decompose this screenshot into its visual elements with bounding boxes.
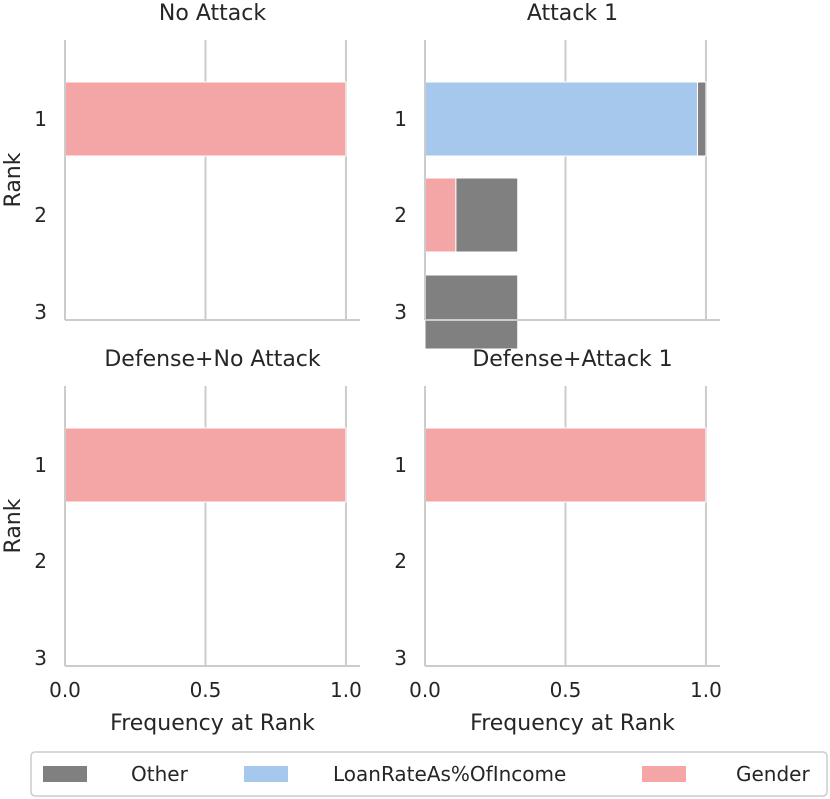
legend-swatch-loanrateas-ofincome (244, 766, 288, 782)
bar-rank-3-other (424, 274, 519, 350)
y-tick-label: 1 (394, 453, 407, 477)
panel-2: Attack 1 1 2 3 (394, 1, 720, 350)
legend-label: LoanRateAs%OfIncome (333, 762, 566, 786)
y-tick-label: 2 (394, 549, 407, 573)
y-tick-label: 3 (394, 300, 407, 324)
y-tick-label: 3 (34, 300, 47, 324)
y-tick-label: 1 (34, 107, 47, 131)
y-tick-label: 1 (34, 453, 47, 477)
bar-rank-2-other (455, 177, 519, 253)
panel-title: No Attack (159, 1, 266, 26)
y-tick-label: 2 (394, 203, 407, 227)
bar-rank-1-gender (424, 427, 707, 503)
y-tick-label: 2 (34, 203, 47, 227)
y-axis-label: Rank (1, 152, 26, 207)
legend-swatch-other (43, 766, 87, 782)
y-tick-label: 3 (34, 646, 47, 670)
panel-3: Defense+No Attack 1 2 3 Rank 0.0 0.5 1.0 Frequen… (1, 347, 362, 736)
x-axis-label: Frequency at Rank (110, 711, 315, 736)
panel-1: No Attack 1 2 3 Rank (1, 1, 360, 324)
y-axis-label: Rank (1, 498, 26, 553)
legend-label: Gender (736, 762, 810, 786)
y-tick-label: 3 (394, 646, 407, 670)
y-tick-label: 1 (394, 107, 407, 131)
x-tick-label: 1.0 (330, 678, 362, 702)
bar-rank-2-gender (424, 177, 457, 253)
legend-label: Other (131, 762, 189, 786)
panel-title: Defense+Attack 1 (472, 347, 672, 372)
panel-title: Defense+No Attack (104, 347, 321, 372)
legend-swatch-gender (642, 766, 686, 782)
bar-rank-1-loanrateas-ofincome (424, 81, 699, 157)
legend-frame (30, 751, 828, 797)
x-tick-label: 1.0 (690, 678, 722, 702)
panel-4: Defense+Attack 1 1 2 30.0 0.5 1.0 Frequency at… (394, 347, 722, 736)
panel-title: Attack 1 (527, 1, 618, 26)
x-tick-label: 0.0 (409, 678, 441, 702)
x-axis-label: Frequency at Rank (470, 711, 675, 736)
y-tick-label: 2 (34, 549, 47, 573)
bar-rank-1-gender (64, 427, 347, 503)
bar-rank-1-gender (64, 81, 347, 157)
x-tick-label: 0.5 (190, 678, 222, 702)
bar-rank-1-other (697, 81, 707, 157)
x-tick-label: 0.0 (49, 678, 81, 702)
x-tick-label: 0.5 (550, 678, 582, 702)
chart-legend: Other LoanRateAs%OfIncome Gender (30, 751, 828, 797)
